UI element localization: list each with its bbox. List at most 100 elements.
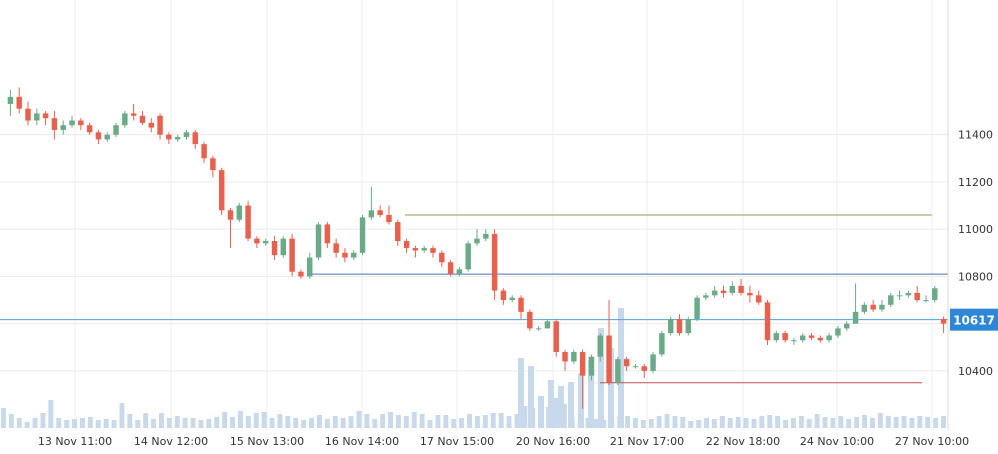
volume-bar <box>348 416 354 428</box>
volume-bar <box>151 419 156 428</box>
volume-bar <box>459 418 465 428</box>
candle-body <box>623 359 630 367</box>
volume-bar <box>230 417 235 428</box>
candle-body <box>157 115 163 135</box>
candle-body <box>888 295 894 305</box>
candle-body <box>351 252 357 258</box>
volume-bar <box>80 418 85 428</box>
volume-bar <box>518 358 524 428</box>
volume-bar <box>388 412 393 428</box>
candle-body <box>25 108 31 121</box>
x-tick-label: 27 Nov 10:00 <box>895 435 969 448</box>
candle-body <box>166 134 172 140</box>
volume-bar <box>419 414 425 428</box>
candle-body <box>271 240 278 256</box>
candle-body <box>174 137 181 140</box>
volume-bar <box>917 416 923 428</box>
candle-body <box>306 257 313 277</box>
volume-bar <box>482 415 488 428</box>
candle-body <box>412 248 419 251</box>
candle-body <box>861 304 868 312</box>
volume-bar <box>688 421 694 428</box>
candle-body <box>844 323 850 329</box>
candle-body <box>923 300 929 302</box>
candle-body <box>782 333 788 341</box>
candle-body <box>535 328 542 330</box>
candle-body <box>474 238 480 244</box>
volume-bar <box>925 417 931 428</box>
candle-body <box>711 290 718 296</box>
volume-bar <box>719 416 725 428</box>
volume-bar <box>814 414 820 428</box>
candle-body <box>755 295 762 303</box>
candle-body <box>579 352 586 376</box>
volume-bar <box>206 419 212 428</box>
volume-bar <box>411 412 417 428</box>
volume-bar <box>301 420 307 428</box>
y-tick-label: 11400 <box>958 129 993 142</box>
volume-bar <box>182 418 188 428</box>
volume-bar <box>822 417 828 428</box>
volume-bar <box>735 417 741 428</box>
volume-bar <box>190 418 196 428</box>
volume-bar <box>285 416 291 428</box>
candle-body <box>606 335 612 383</box>
volume-bar <box>783 420 788 428</box>
candle-body <box>940 318 947 324</box>
candle-body <box>359 217 366 253</box>
volume-bar <box>558 386 564 428</box>
candle-body <box>588 356 595 376</box>
candle-body <box>148 122 154 128</box>
candle-body <box>245 205 251 239</box>
candle-body <box>483 233 489 239</box>
volume-bar <box>403 416 409 428</box>
candle-body <box>183 132 190 138</box>
volume-bar <box>656 416 662 428</box>
volume-bar <box>372 419 378 428</box>
volume-bar <box>16 418 22 428</box>
volume-bar <box>578 373 584 428</box>
volume-bar <box>72 419 77 428</box>
candle-body <box>78 120 84 126</box>
volume-bar <box>443 415 449 428</box>
candle-body <box>236 205 243 220</box>
candle-body <box>905 292 912 296</box>
candle-body <box>218 170 225 211</box>
candle-body <box>69 120 75 126</box>
x-axis: 13 Nov 11:00 14 Nov 12:00 15 Nov 13:00 16 N… <box>38 435 969 448</box>
candle-body <box>315 224 322 258</box>
volume-bar <box>245 416 251 428</box>
candle-body <box>527 311 533 329</box>
candle-body <box>280 238 287 256</box>
candle-body <box>368 210 375 218</box>
volume-bar <box>514 414 520 428</box>
candle-body <box>386 215 392 223</box>
volume-bar <box>727 418 733 428</box>
x-tick-label: 20 Nov 16:00 <box>516 435 590 448</box>
volume-bar <box>1 408 6 428</box>
candle-body <box>632 366 639 368</box>
candle-body <box>553 321 559 353</box>
candle-body <box>764 302 771 341</box>
volume-bar <box>696 420 702 428</box>
candle-body <box>104 134 110 140</box>
volume-bar <box>119 403 125 428</box>
candle-body <box>667 318 674 334</box>
candle-body <box>791 340 797 342</box>
y-tick-label: 11000 <box>958 223 993 236</box>
volume-bar <box>554 398 559 428</box>
volume-bar <box>854 417 860 428</box>
volume-bar <box>56 418 62 428</box>
volume-bar <box>261 412 267 428</box>
candles <box>7 87 947 409</box>
x-tick-label: 14 Nov 12:00 <box>134 435 208 448</box>
candle-body <box>430 248 436 253</box>
volume-bar <box>396 415 401 428</box>
candle-body <box>421 248 427 251</box>
candle-body <box>518 297 524 312</box>
x-tick-label: 13 Nov 11:00 <box>38 435 112 448</box>
candle-body <box>659 333 665 355</box>
candle-body <box>113 125 119 135</box>
candle-body <box>324 224 331 244</box>
